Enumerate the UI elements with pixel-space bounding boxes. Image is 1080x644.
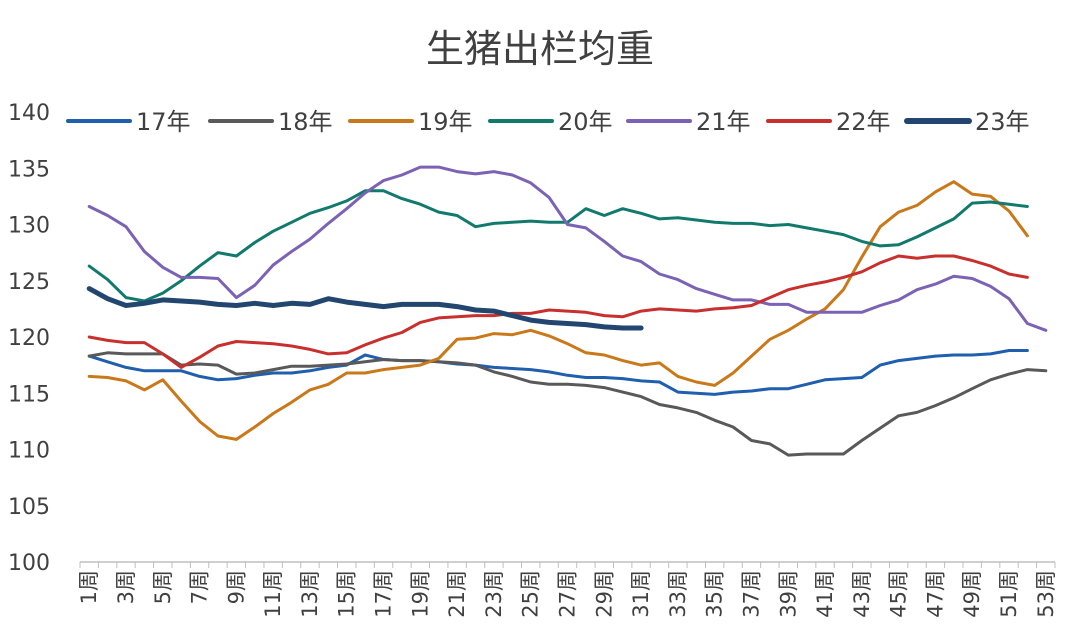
x-tick-label: 43周 xyxy=(850,570,874,618)
legend: 17年 18年 19年 20年 21年 22年 23年 xyxy=(66,108,1030,136)
series-line-2 xyxy=(87,351,1048,457)
x-tick-label: 1周 xyxy=(77,570,101,604)
x-tick-label: 7周 xyxy=(188,570,212,604)
x-tick-label: 3周 xyxy=(114,570,138,604)
series-line-1 xyxy=(87,349,1029,396)
x-tick-label: 45周 xyxy=(887,570,911,618)
series-line-5 xyxy=(87,165,1048,332)
x-tick-label: 23周 xyxy=(482,570,506,618)
y-tick-label: 120 xyxy=(8,326,50,351)
legend-label: 20年 xyxy=(558,108,613,136)
series-line-3 xyxy=(87,180,1029,441)
x-tick-label: 19周 xyxy=(408,570,432,618)
series-line-7 xyxy=(86,286,644,331)
x-tick-label: 29周 xyxy=(592,570,616,618)
x-tick-label: 9周 xyxy=(224,570,248,604)
x-tick-label: 5周 xyxy=(151,570,175,604)
x-tick-label: 35周 xyxy=(703,570,727,618)
x-tick-label: 41周 xyxy=(813,570,837,618)
y-tick-label: 140 xyxy=(8,101,50,126)
x-tick-label: 13周 xyxy=(298,570,322,618)
legend-label: 18年 xyxy=(278,108,333,136)
y-tick-label: 105 xyxy=(8,495,50,520)
x-tick-label: 49周 xyxy=(960,570,984,618)
y-tick-label: 100 xyxy=(8,551,50,576)
legend-label: 22年 xyxy=(836,108,891,136)
x-tick-label: 37周 xyxy=(739,570,763,618)
y-tick-label: 115 xyxy=(8,382,50,407)
axes-group: 100 105 110 115 120 125 130 135 140 1周 3周 5周 7周 9周 11周… xyxy=(8,101,1058,618)
chart-title: 生猪出栏均重 xyxy=(426,27,654,71)
legend-label: 23年 xyxy=(975,108,1030,136)
x-tick-label: 47周 xyxy=(923,570,947,618)
y-tick-label: 125 xyxy=(8,270,50,295)
y-tick-label: 135 xyxy=(8,157,50,182)
x-tick-label: 33周 xyxy=(666,570,690,618)
legend-label: 17年 xyxy=(136,108,191,136)
y-tick-label: 130 xyxy=(8,214,50,239)
x-tick-label: 51周 xyxy=(997,570,1021,618)
x-tick-label: 11周 xyxy=(261,570,285,618)
legend-label: 19年 xyxy=(418,108,473,136)
y-tick-label: 110 xyxy=(8,439,50,464)
x-tick-label: 17周 xyxy=(372,570,396,618)
x-tick-label: 21周 xyxy=(445,570,469,618)
legend-label: 21年 xyxy=(696,108,751,136)
x-tick-label: 15周 xyxy=(335,570,359,618)
series-layer xyxy=(86,165,1048,457)
x-tick-label: 39周 xyxy=(776,570,800,618)
series-line-6 xyxy=(87,254,1029,369)
x-tick-label: 25周 xyxy=(519,570,543,618)
series-line-4 xyxy=(87,189,1029,303)
x-tick-label: 53周 xyxy=(1034,570,1058,618)
x-tick-label: 27周 xyxy=(556,570,580,618)
x-tick-label: 31周 xyxy=(629,570,653,618)
